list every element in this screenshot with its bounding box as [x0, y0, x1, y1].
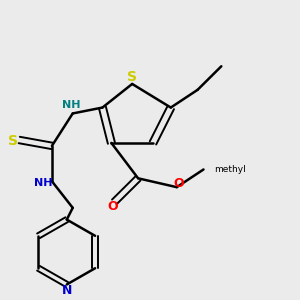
- Text: methyl: methyl: [214, 165, 246, 174]
- Text: S: S: [127, 70, 137, 84]
- Text: O: O: [173, 177, 184, 190]
- Text: NH: NH: [34, 178, 53, 188]
- Text: N: N: [61, 284, 72, 298]
- Text: S: S: [8, 134, 18, 148]
- Text: O: O: [107, 200, 118, 213]
- Text: NH: NH: [62, 100, 80, 110]
